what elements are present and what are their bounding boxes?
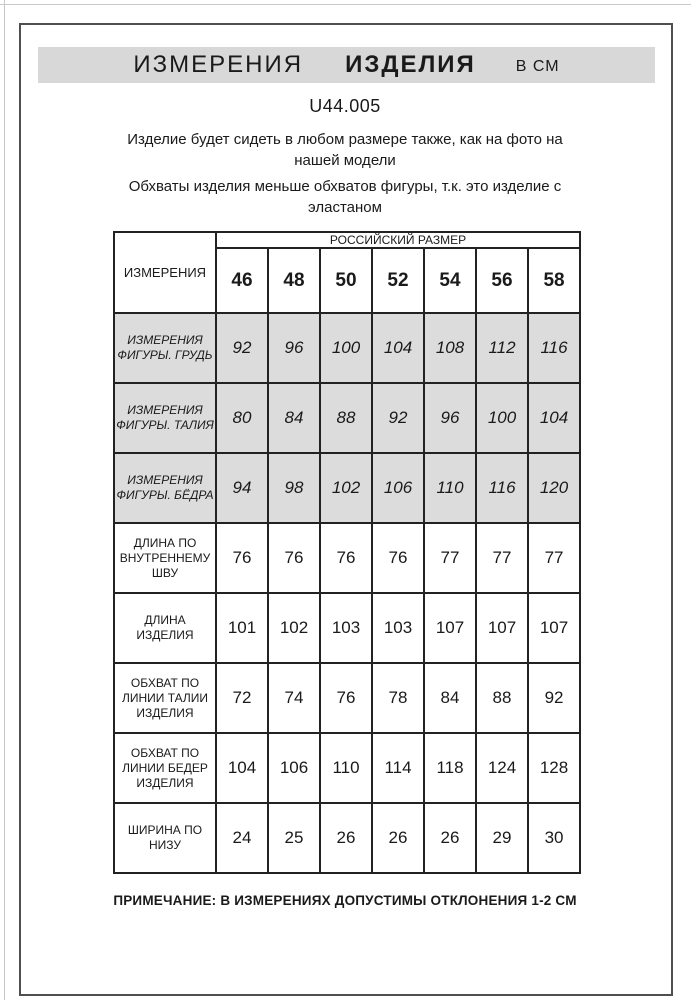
size-header: 56 xyxy=(475,247,529,314)
value-cell: 102 xyxy=(267,592,321,664)
value-cell: 94 xyxy=(215,452,269,524)
value-cell: 120 xyxy=(526,452,582,524)
value-cell: 100 xyxy=(319,312,373,384)
value-cell: 106 xyxy=(267,732,321,804)
value-cell: 72 xyxy=(215,662,269,734)
value-cell: 76 xyxy=(371,522,425,594)
value-cell: 110 xyxy=(423,452,477,524)
value-cell: 92 xyxy=(215,312,269,384)
value-cell: 108 xyxy=(423,312,477,384)
value-cell: 96 xyxy=(267,312,321,384)
value-cell: 80 xyxy=(215,382,269,454)
value-cell: 110 xyxy=(319,732,373,804)
value-cell: 76 xyxy=(319,522,373,594)
value-cell: 76 xyxy=(319,662,373,734)
model-number: U44.005 xyxy=(309,96,381,116)
size-header: 46 xyxy=(215,247,269,314)
tolerance-note: ПРИМЕЧАНИЕ: В ИЗМЕРЕНИЯХ ДОПУСТИМЫ ОТКЛО… xyxy=(113,893,577,908)
value-cell: 84 xyxy=(423,662,477,734)
row-label: ДЛИНА ПО ВНУТРЕННЕМУ ШВУ xyxy=(113,522,217,594)
measurements-column-header: ИЗМЕРЕНИЯ xyxy=(113,231,217,314)
value-cell: 77 xyxy=(526,522,582,594)
page-title-measurements: ИЗМЕРЕНИЯ xyxy=(133,51,304,78)
page-title-product: ИЗДЕЛИЯ xyxy=(345,51,476,78)
size-header: 48 xyxy=(267,247,321,314)
row-label: ОБХВАТ ПО ЛИНИИ ТАЛИИ ИЗДЕЛИЯ xyxy=(113,662,217,734)
value-cell: 96 xyxy=(423,382,477,454)
row-label: ДЛИНА ИЗДЕЛИЯ xyxy=(113,592,217,664)
value-cell: 30 xyxy=(526,802,582,874)
table-row-item-length: ДЛИНА ИЗДЕЛИЯ 101 102 103 103 107 107 10… xyxy=(113,592,582,664)
value-cell: 88 xyxy=(319,382,373,454)
value-cell: 116 xyxy=(475,452,529,524)
value-cell: 107 xyxy=(526,592,582,664)
value-cell: 78 xyxy=(371,662,425,734)
value-cell: 107 xyxy=(423,592,477,664)
value-cell: 88 xyxy=(475,662,529,734)
value-cell: 98 xyxy=(267,452,321,524)
value-cell: 118 xyxy=(423,732,477,804)
table-row-figure-waist: ИЗМЕРЕНИЯ ФИГУРЫ. ТАЛИЯ 80 84 88 92 96 1… xyxy=(113,382,582,454)
size-header: 54 xyxy=(423,247,477,314)
value-cell: 77 xyxy=(475,522,529,594)
row-label: ШИРИНА ПО НИЗУ xyxy=(113,802,217,874)
value-cell: 92 xyxy=(371,382,425,454)
value-cell: 104 xyxy=(215,732,269,804)
table-row-item-hip-girth: ОБХВАТ ПО ЛИНИИ БЕДЕР ИЗДЕЛИЯ 104 106 11… xyxy=(113,732,582,804)
value-cell: 100 xyxy=(475,382,529,454)
value-cell: 84 xyxy=(267,382,321,454)
scan-edge-top-line xyxy=(0,4,691,5)
value-cell: 101 xyxy=(215,592,269,664)
value-cell: 77 xyxy=(423,522,477,594)
value-cell: 114 xyxy=(371,732,425,804)
fit-note-paragraph: Изделие будет сидеть в любом размере так… xyxy=(127,131,563,169)
value-cell: 124 xyxy=(475,732,529,804)
value-cell: 112 xyxy=(475,312,529,384)
value-cell: 25 xyxy=(267,802,321,874)
value-cell: 103 xyxy=(319,592,373,664)
table-row-bottom-width: ШИРИНА ПО НИЗУ 24 25 26 26 26 29 30 xyxy=(113,802,582,874)
value-cell: 76 xyxy=(267,522,321,594)
size-table: ИЗМЕРЕНИЯ РОССИЙСКИЙ РАЗМЕР 46 48 50 52 … xyxy=(113,231,582,874)
row-label: ИЗМЕРЕНИЯ ФИГУРЫ. ТАЛИЯ xyxy=(113,382,217,454)
value-cell: 26 xyxy=(319,802,373,874)
page-title-unit: В СМ xyxy=(515,57,560,75)
russian-size-group-header: РОССИЙСКИЙ РАЗМЕР xyxy=(214,231,582,249)
table-row-figure-hips: ИЗМЕРЕНИЯ ФИГУРЫ. БЁДРА 94 98 102 106 11… xyxy=(113,452,582,524)
table-row-sizes: 46 48 50 52 54 56 58 xyxy=(114,247,582,314)
table-row-item-waist-girth: ОБХВАТ ПО ЛИНИИ ТАЛИИ ИЗДЕЛИЯ 72 74 76 7… xyxy=(113,662,582,734)
value-cell: 26 xyxy=(423,802,477,874)
value-cell: 24 xyxy=(215,802,269,874)
size-chart-sheet: ИЗМЕРЕНИЯ ИЗДЕЛИЯ В СМ U44.005 Изделие б… xyxy=(19,23,673,996)
value-cell: 104 xyxy=(371,312,425,384)
value-cell: 76 xyxy=(215,522,269,594)
value-cell: 74 xyxy=(267,662,321,734)
value-cell: 103 xyxy=(371,592,425,664)
value-cell: 104 xyxy=(526,382,582,454)
value-cell: 26 xyxy=(371,802,425,874)
value-cell: 29 xyxy=(475,802,529,874)
row-label: ОБХВАТ ПО ЛИНИИ БЕДЕР ИЗДЕЛИЯ xyxy=(113,732,217,804)
table-row-inseam-length: ДЛИНА ПО ВНУТРЕННЕМУ ШВУ 76 76 76 76 77 … xyxy=(113,522,582,594)
scan-edge-left-line xyxy=(4,0,5,1000)
table-row-figure-chest: ИЗМЕРЕНИЯ ФИГУРЫ. ГРУДЬ 92 96 100 104 10… xyxy=(113,312,582,384)
size-header: 58 xyxy=(526,247,582,314)
value-cell: 116 xyxy=(526,312,582,384)
row-label: ИЗМЕРЕНИЯ ФИГУРЫ. БЁДРА xyxy=(113,452,217,524)
value-cell: 106 xyxy=(371,452,425,524)
value-cell: 102 xyxy=(319,452,373,524)
elastane-note-paragraph: Обхваты изделия меньше обхватов фигуры, … xyxy=(128,178,562,216)
title-band: ИЗМЕРЕНИЯ ИЗДЕЛИЯ В СМ xyxy=(38,47,655,83)
size-header: 52 xyxy=(371,247,425,314)
table-row-size-group: ИЗМЕРЕНИЯ РОССИЙСКИЙ РАЗМЕР xyxy=(113,231,582,314)
value-cell: 107 xyxy=(475,592,529,664)
row-label: ИЗМЕРЕНИЯ ФИГУРЫ. ГРУДЬ xyxy=(113,312,217,384)
value-cell: 128 xyxy=(526,732,582,804)
value-cell: 92 xyxy=(526,662,582,734)
size-header: 50 xyxy=(319,247,373,314)
